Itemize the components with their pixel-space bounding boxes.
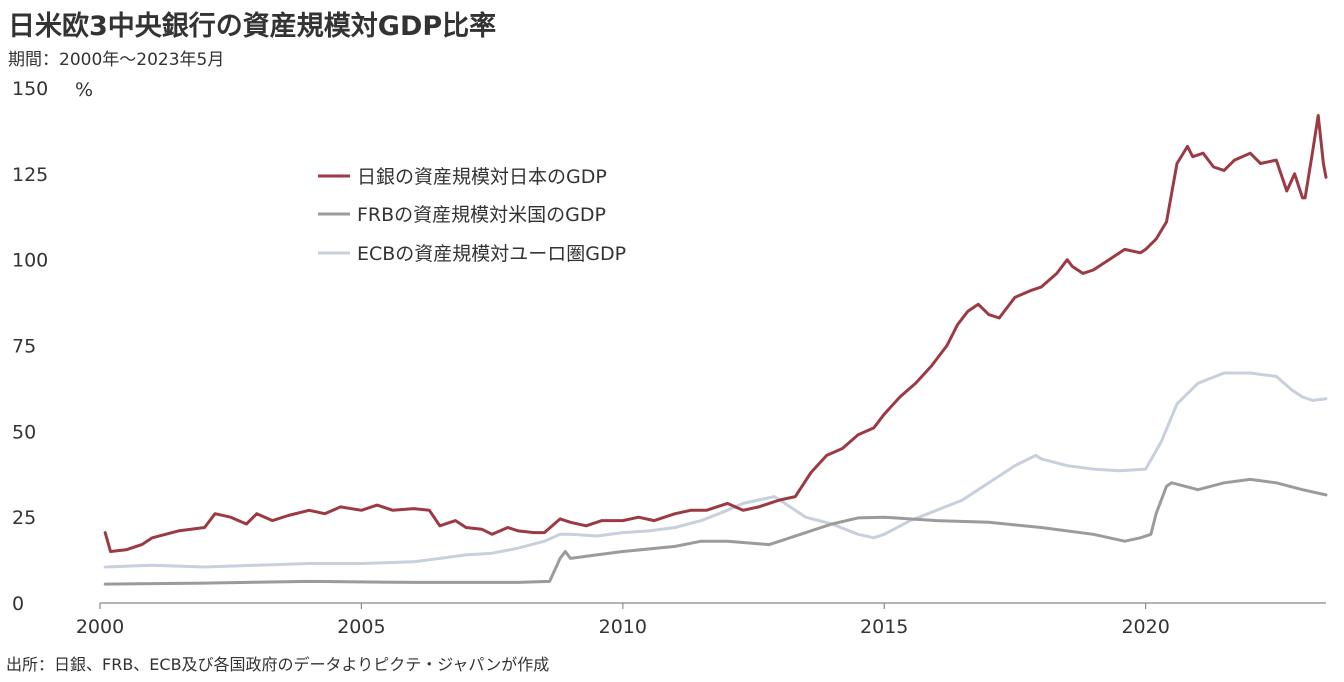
x-tick-label: 2005 <box>337 616 385 638</box>
x-tick-label: 2015 <box>860 616 908 638</box>
y-tick-label: 100 <box>12 250 48 272</box>
x-tick-label: 2020 <box>1121 616 1169 638</box>
chart-subtitle: 期間：2000年～2023年5月 <box>8 50 225 70</box>
y-tick-label: 0 <box>12 593 24 615</box>
y-axis-unit: % <box>75 79 93 101</box>
series-line-0 <box>103 114 1328 553</box>
y-tick-label: 50 <box>12 421 36 443</box>
chart-title: 日米欧3中央銀行の資産規模対GDP比率 <box>8 11 497 42</box>
legend-label-2: ECBの資産規模対ユーロ圏GDP <box>357 243 626 265</box>
x-axis: 2000 2005 2010 2015 2020 <box>76 603 1170 638</box>
x-tick-label: 2010 <box>599 616 647 638</box>
y-tick-label: 75 <box>12 336 36 358</box>
y-axis: 0 25 50 75 100 125 150 <box>12 78 48 615</box>
legend-label-0: 日銀の資産規模対日本のGDP <box>357 166 607 188</box>
legend: 日銀の資産規模対日本のGDP FRBの資産規模対米国のGDP ECBの資産規模対ユー… <box>318 166 626 265</box>
series-line-2 <box>103 371 1328 569</box>
y-tick-label: 125 <box>12 164 48 186</box>
y-tick-label: 25 <box>12 507 36 529</box>
legend-label-1: FRBの資産規模対米国のGDP <box>357 204 606 226</box>
y-tick-label: 150 <box>12 78 48 100</box>
source-note: 出所：日銀、FRB、ECB及び各国政府のデータよりピクテ・ジャパンが作成 <box>6 655 550 674</box>
x-tick-label: 2000 <box>76 616 124 638</box>
series-line-1 <box>103 477 1328 586</box>
series-lines <box>103 114 1328 586</box>
